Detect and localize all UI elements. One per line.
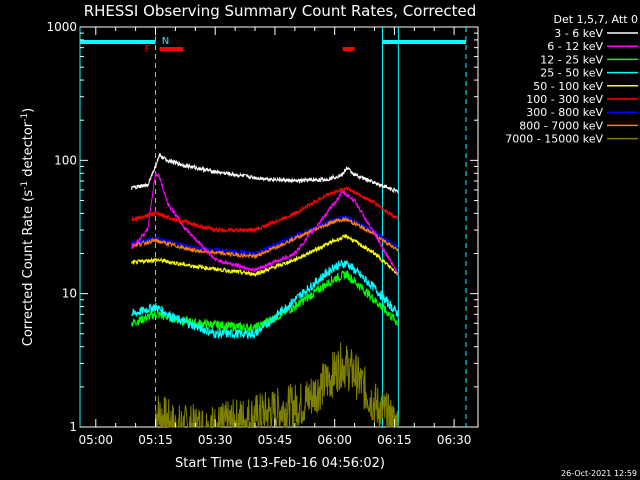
timestamp: 26-Oct-2021 12:59 <box>561 469 637 478</box>
x-tick-label: 05:15 <box>138 433 173 447</box>
y-tick-label: 10 <box>62 287 77 301</box>
legend-entry: 50 - 100 keV <box>533 80 603 93</box>
legend-entry: 800 - 7000 keV <box>519 119 603 132</box>
x-tick-label: 05:45 <box>258 433 293 447</box>
series-line <box>131 258 399 341</box>
series-line <box>131 216 399 260</box>
legend-entry: 7000 - 15000 keV <box>505 133 603 146</box>
chart-title: RHESSI Observing Summary Count Rates, Co… <box>84 2 477 20</box>
x-axis-label: Start Time (13-Feb-16 04:56:02) <box>175 456 385 471</box>
flag-label-n: N <box>162 36 169 47</box>
series-line <box>131 152 399 194</box>
legend-entry: 100 - 300 keV <box>526 93 603 106</box>
legend-title: Det 1,5,7, Att 0 <box>554 13 638 26</box>
series-line <box>155 342 399 429</box>
series-line <box>131 186 399 234</box>
series-layer <box>131 152 399 429</box>
y-axis: 1 10 100 1000 <box>46 20 478 434</box>
y-axis-label: Corrected Count Rate (s-1 detector-1) <box>20 108 36 346</box>
legend-entry: 25 - 50 keV <box>540 67 603 80</box>
legend-entry: 12 - 25 keV <box>540 53 603 66</box>
flag-label-f: F <box>145 44 151 55</box>
legend-entry: 6 - 12 keV <box>547 40 603 53</box>
series-line <box>131 215 399 257</box>
flag-annotations: FN <box>79 27 467 427</box>
series-line <box>131 234 399 278</box>
legend-entry: 3 - 6 keV <box>554 27 603 40</box>
x-tick-label: 06:00 <box>317 433 352 447</box>
x-tick-label: 05:30 <box>198 433 233 447</box>
series-line <box>131 172 399 276</box>
legend-entry: 300 - 800 keV <box>526 106 603 119</box>
plot-frame <box>79 26 479 428</box>
x-tick-label: 05:00 <box>78 433 113 447</box>
y-tick-label: 100 <box>54 153 77 167</box>
y-tick-label: 1000 <box>46 20 77 34</box>
x-axis: 05:00 05:15 05:30 05:45 06:00 06:15 06:30 <box>78 27 471 447</box>
y-tick-label: 1 <box>69 420 77 434</box>
x-tick-label: 06:15 <box>377 433 412 447</box>
x-tick-label: 06:30 <box>437 433 472 447</box>
